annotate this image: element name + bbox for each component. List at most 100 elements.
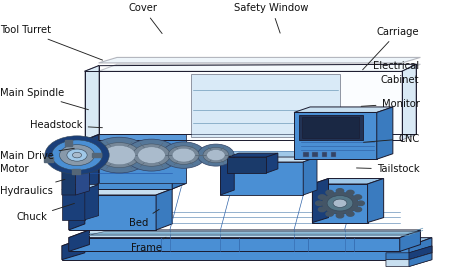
Polygon shape <box>85 183 186 189</box>
Polygon shape <box>69 195 156 230</box>
Bar <box>44 157 53 162</box>
Bar <box>92 153 101 157</box>
Circle shape <box>60 145 94 166</box>
Circle shape <box>52 140 102 170</box>
Text: Tailstock: Tailstock <box>356 164 419 174</box>
Circle shape <box>333 199 347 207</box>
Polygon shape <box>377 107 393 159</box>
Circle shape <box>67 149 87 161</box>
Text: Safety Window: Safety Window <box>235 3 309 33</box>
Circle shape <box>326 212 333 216</box>
Circle shape <box>316 201 323 205</box>
Text: Carriage: Carriage <box>363 27 419 70</box>
Polygon shape <box>386 253 432 266</box>
Polygon shape <box>386 246 432 260</box>
Polygon shape <box>312 184 367 222</box>
Polygon shape <box>312 152 318 157</box>
Polygon shape <box>303 152 309 157</box>
Circle shape <box>73 152 82 158</box>
Circle shape <box>321 192 358 214</box>
Polygon shape <box>321 152 327 157</box>
Polygon shape <box>312 178 383 184</box>
Polygon shape <box>331 152 336 157</box>
Polygon shape <box>85 134 99 189</box>
Text: Monitor: Monitor <box>361 99 419 109</box>
Polygon shape <box>99 64 420 71</box>
Text: Chuck: Chuck <box>16 203 74 222</box>
Circle shape <box>90 137 149 173</box>
Polygon shape <box>62 238 85 260</box>
Polygon shape <box>367 178 383 222</box>
Circle shape <box>354 207 362 212</box>
Circle shape <box>172 148 195 162</box>
Bar <box>65 140 73 146</box>
Polygon shape <box>62 246 409 260</box>
Polygon shape <box>294 112 377 159</box>
Circle shape <box>203 147 229 163</box>
Polygon shape <box>69 230 90 251</box>
Polygon shape <box>191 74 340 137</box>
Polygon shape <box>69 189 85 230</box>
Polygon shape <box>62 157 76 195</box>
Polygon shape <box>266 153 278 173</box>
Polygon shape <box>228 157 266 173</box>
Text: Cabinet: Cabinet <box>381 75 419 85</box>
Circle shape <box>346 212 354 216</box>
Polygon shape <box>85 66 99 140</box>
Circle shape <box>319 195 326 199</box>
Polygon shape <box>99 71 402 140</box>
Circle shape <box>162 142 206 168</box>
Text: CNC: CNC <box>364 133 419 144</box>
Text: Bed: Bed <box>128 210 159 228</box>
Polygon shape <box>294 107 393 112</box>
Polygon shape <box>409 246 432 260</box>
Polygon shape <box>90 231 420 235</box>
Polygon shape <box>99 134 186 183</box>
Circle shape <box>207 150 225 161</box>
Circle shape <box>137 147 165 163</box>
Polygon shape <box>220 157 317 162</box>
Polygon shape <box>156 189 172 230</box>
Circle shape <box>125 139 178 171</box>
Polygon shape <box>228 153 278 157</box>
Polygon shape <box>312 178 328 222</box>
Circle shape <box>168 146 199 164</box>
Polygon shape <box>409 253 432 266</box>
Polygon shape <box>299 115 363 140</box>
Polygon shape <box>400 230 420 251</box>
Polygon shape <box>220 157 234 195</box>
Circle shape <box>327 195 353 211</box>
Text: Frame: Frame <box>131 237 166 253</box>
Circle shape <box>346 190 354 195</box>
Polygon shape <box>172 134 186 189</box>
Polygon shape <box>69 238 400 251</box>
Text: Motor: Motor <box>0 164 28 174</box>
Text: Main Drive: Main Drive <box>0 148 74 161</box>
Polygon shape <box>62 185 99 190</box>
Polygon shape <box>302 117 359 138</box>
Circle shape <box>198 144 234 166</box>
Text: Electrical: Electrical <box>373 62 419 72</box>
Circle shape <box>45 136 109 174</box>
Polygon shape <box>85 185 99 220</box>
Circle shape <box>357 201 365 205</box>
Circle shape <box>354 195 362 199</box>
Polygon shape <box>62 190 85 220</box>
Text: Tool Turret: Tool Turret <box>0 25 102 60</box>
Polygon shape <box>303 157 317 195</box>
Text: Main Spindle: Main Spindle <box>0 88 89 110</box>
Circle shape <box>103 146 136 165</box>
Circle shape <box>99 143 140 168</box>
Bar <box>73 169 80 174</box>
Polygon shape <box>220 162 303 195</box>
Polygon shape <box>76 152 90 195</box>
Circle shape <box>133 144 170 166</box>
Polygon shape <box>69 230 420 238</box>
Polygon shape <box>402 64 416 140</box>
Text: Cover: Cover <box>128 3 162 33</box>
Circle shape <box>319 207 326 212</box>
Polygon shape <box>85 140 172 189</box>
Text: Headstock: Headstock <box>30 120 102 130</box>
Circle shape <box>326 190 333 195</box>
Polygon shape <box>409 238 432 260</box>
